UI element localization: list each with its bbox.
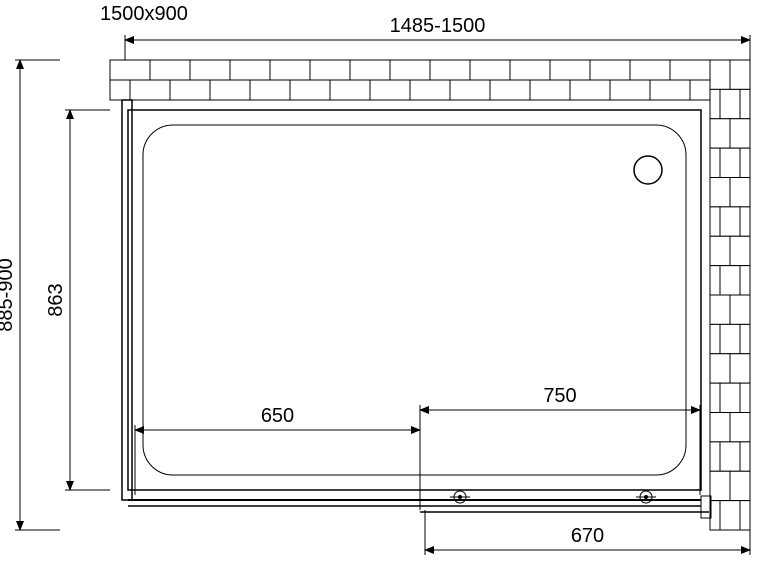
wall-right [710, 60, 750, 530]
dim-bottom-right-value: 750 [543, 385, 576, 407]
dim-top-width-value: 1485-1500 [390, 15, 486, 37]
dim-left-outer-value: 885-900 [0, 258, 17, 331]
drain-icon [634, 156, 662, 184]
product-size-label: 1500x900 [100, 3, 188, 25]
dim-top-width: 1485-1500 [125, 15, 750, 65]
dim-bottom-right: 750 [420, 385, 700, 495]
wall-top [110, 60, 750, 100]
dim-bottom-left: 650 [135, 405, 420, 495]
technical-drawing: 1500x900 1485-1500 885-900 863 [0, 0, 783, 570]
dim-left-inner-value: 863 [45, 283, 67, 316]
shower-tray [128, 110, 701, 490]
door-frame [122, 100, 711, 518]
dim-left-inner: 863 [45, 110, 110, 490]
dim-bottom-left-value: 650 [261, 405, 294, 427]
dim-bottom-track-value: 670 [571, 525, 604, 547]
